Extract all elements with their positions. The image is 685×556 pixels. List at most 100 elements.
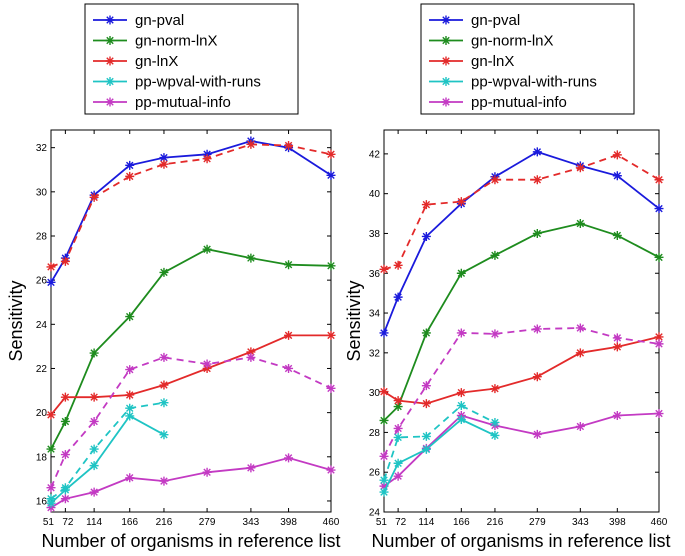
legend-label: pp-wpval-with-runs [135, 74, 261, 91]
data-point [421, 231, 431, 241]
chart-panel-2: 24 26 28 30 32 34 36 38 40 42 51 72 114 166 216 279 343 3… [344, 3, 671, 551]
data-point [490, 384, 500, 394]
y-tick-label: 26 [36, 276, 48, 287]
legend-marker [105, 15, 115, 25]
data-point [575, 323, 585, 333]
data-point [246, 347, 256, 357]
data-point [46, 262, 56, 272]
legend-item: pp-wpval-with-runs [429, 74, 597, 91]
data-point [490, 430, 500, 440]
legend-marker [441, 15, 451, 25]
data-point [326, 330, 336, 340]
data-point [125, 312, 135, 322]
data-point [379, 328, 389, 338]
legend: gn-pval gn-norm-lnX gn-lnX pp-wpval-with-ru… [420, 3, 635, 115]
legend-label: gn-norm-lnX [135, 33, 218, 50]
data-point [379, 387, 389, 397]
data-point [159, 267, 169, 277]
y-tick-label: 20 [36, 408, 48, 419]
data-point [456, 401, 466, 411]
legend-label: gn-pval [471, 12, 520, 29]
data-point [46, 498, 56, 508]
data-point [284, 453, 294, 463]
series-line [50, 334, 331, 416]
x-tick-label: 51 [376, 517, 388, 528]
data-point [159, 398, 169, 408]
series-line [383, 327, 660, 457]
legend-item: pp-mutual-info [429, 94, 567, 111]
data-point [246, 139, 256, 149]
y-tick-label: 30 [36, 187, 48, 198]
series-gn-lnX [379, 332, 664, 409]
series-gn-lnX [46, 330, 336, 420]
data-point [532, 372, 542, 382]
plot-frame [50, 129, 332, 513]
data-point [575, 348, 585, 358]
data-point [532, 147, 542, 157]
data-point [421, 399, 431, 409]
data-point [393, 260, 403, 270]
data-point [284, 363, 294, 373]
data-point [89, 444, 99, 454]
data-point [379, 487, 389, 497]
legend-marker [441, 56, 451, 66]
data-point [393, 432, 403, 442]
data-point [246, 253, 256, 263]
data-point [421, 431, 431, 441]
y-tick-label: 32 [369, 348, 381, 359]
data-point [89, 192, 99, 202]
data-point [532, 429, 542, 439]
plot-frame [383, 129, 660, 513]
data-point [159, 159, 169, 169]
data-point [654, 409, 664, 419]
data-point [125, 171, 135, 181]
y-tick-label: 24 [369, 508, 381, 519]
data-point [326, 170, 336, 180]
data-point [246, 352, 256, 362]
data-point [532, 175, 542, 185]
x-tick-label: 114 [86, 517, 102, 528]
data-point [654, 175, 664, 185]
data-point [575, 219, 585, 229]
y-axis-label: Sensitivity [344, 280, 364, 361]
x-tick-label: 398 [609, 517, 626, 528]
series-pp-mutual-info [379, 323, 664, 461]
x-tick-label: 51 [43, 517, 55, 528]
data-point [89, 348, 99, 358]
x-tick-label: 279 [529, 517, 546, 528]
data-point [654, 252, 664, 262]
data-point [490, 250, 500, 260]
data-point [393, 396, 403, 406]
legend-marker [441, 36, 451, 45]
data-point [612, 342, 622, 352]
data-point [654, 339, 664, 349]
legend-marker [441, 97, 451, 107]
legend-item: gn-norm-lnX [429, 33, 554, 50]
y-tick-label: 38 [369, 229, 381, 240]
data-point [60, 416, 70, 426]
chart-panel-1: 16 18 20 22 24 26 28 30 32 51 72 114 166 216 279 343 398… [6, 3, 341, 551]
data-point [46, 410, 56, 420]
data-point [125, 473, 135, 483]
data-point [159, 380, 169, 390]
x-tick-label: 343 [572, 517, 589, 528]
legend-box [420, 3, 635, 115]
data-point [326, 261, 336, 271]
legend-item: gn-lnX [429, 53, 514, 70]
y-tick-label: 40 [369, 189, 381, 200]
x-tick-label: 216 [487, 517, 504, 528]
legend-label: pp-mutual-info [471, 94, 567, 111]
legend-marker [105, 97, 115, 107]
x-tick-label: 398 [280, 517, 297, 528]
series-line [383, 222, 660, 422]
data-point [532, 228, 542, 238]
data-point [89, 461, 99, 471]
y-tick-label: 28 [369, 428, 381, 439]
data-point [612, 150, 622, 160]
data-point [125, 390, 135, 400]
x-axis-label: Number of organisms in reference list [41, 531, 340, 551]
y-tick-label: 32 [36, 143, 48, 154]
data-point [60, 494, 70, 504]
data-point [326, 149, 336, 159]
